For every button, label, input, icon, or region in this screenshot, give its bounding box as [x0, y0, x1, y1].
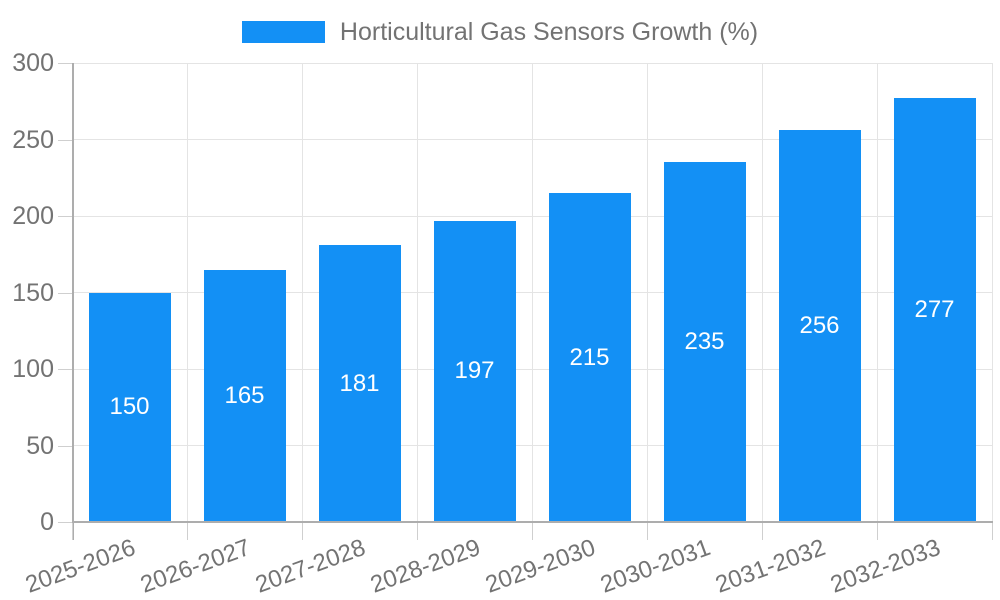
- bar: 197: [433, 220, 516, 522]
- bar: 150: [88, 292, 171, 522]
- gridline-vertical: [531, 63, 533, 522]
- x-tick-label: 2027-2028: [251, 534, 369, 599]
- bar: 256: [778, 130, 861, 522]
- x-tick-label: 2026-2027: [136, 534, 254, 599]
- x-axis-tick: [417, 523, 418, 540]
- y-axis-tick: [58, 63, 72, 64]
- y-axis-tick: [58, 292, 72, 294]
- gridline-vertical: [186, 63, 188, 522]
- gridline-vertical: [646, 63, 648, 522]
- gridline-vertical: [761, 63, 763, 522]
- x-tick-label: 2028-2029: [366, 534, 484, 599]
- x-tick-label: 2025-2026: [21, 534, 139, 599]
- bar-value-label: 256: [799, 312, 840, 340]
- legend-label: Horticultural Gas Sensors Growth (%): [339, 17, 759, 46]
- x-tick-label: 2031-2032: [711, 534, 829, 599]
- gridline-vertical: [416, 63, 418, 522]
- bar-value-label: 165: [224, 381, 265, 409]
- x-axis-tick: [72, 523, 73, 540]
- bar: 235: [663, 162, 746, 522]
- y-axis-tick: [58, 522, 72, 523]
- bar-value-label: 215: [569, 343, 610, 371]
- bar-value-label: 277: [914, 296, 955, 324]
- x-axis-tick: [877, 523, 878, 540]
- bar-value-label: 181: [339, 369, 380, 397]
- x-axis-tick: [762, 523, 763, 540]
- x-axis-tick: [187, 523, 188, 540]
- bar: 215: [548, 193, 631, 522]
- gridline-vertical: [876, 63, 878, 522]
- y-axis-tick: [58, 369, 72, 370]
- y-tick-label: 150: [12, 278, 54, 307]
- y-tick-label: 300: [12, 49, 54, 77]
- bar: 181: [318, 245, 401, 522]
- gridline-vertical: [301, 63, 303, 522]
- y-tick-label: 100: [12, 355, 54, 383]
- gridline-vertical: [991, 63, 993, 522]
- x-tick-label: 2032-2033: [826, 534, 944, 599]
- x-tick-label: 2029-2030: [481, 534, 599, 599]
- y-axis-tick: [58, 445, 72, 447]
- x-axis-tick: [302, 523, 303, 540]
- y-tick-label: 200: [12, 202, 54, 230]
- x-axis-tick: [992, 523, 993, 540]
- x-axis-line: [72, 521, 993, 523]
- bar: 277: [893, 98, 976, 522]
- y-axis-tick: [58, 216, 72, 217]
- x-axis-tick: [532, 523, 533, 540]
- legend-swatch: [241, 21, 325, 43]
- y-tick-label: 0: [40, 508, 54, 536]
- plot-area: 150 165 181 197 215 235 256 277: [72, 62, 993, 522]
- y-axis-line: [72, 63, 74, 540]
- bar: 165: [203, 269, 286, 522]
- bar-value-label: 150: [109, 393, 150, 421]
- bar-value-label: 235: [684, 328, 725, 356]
- legend: Horticultural Gas Sensors Growth (%): [0, 15, 1000, 49]
- y-tick-label: 50: [26, 431, 54, 460]
- bar-value-label: 197: [454, 357, 495, 385]
- y-tick-label: 250: [12, 125, 54, 154]
- x-axis-tick: [647, 523, 648, 540]
- y-axis-tick: [58, 139, 72, 141]
- x-tick-label: 2030-2031: [596, 534, 714, 599]
